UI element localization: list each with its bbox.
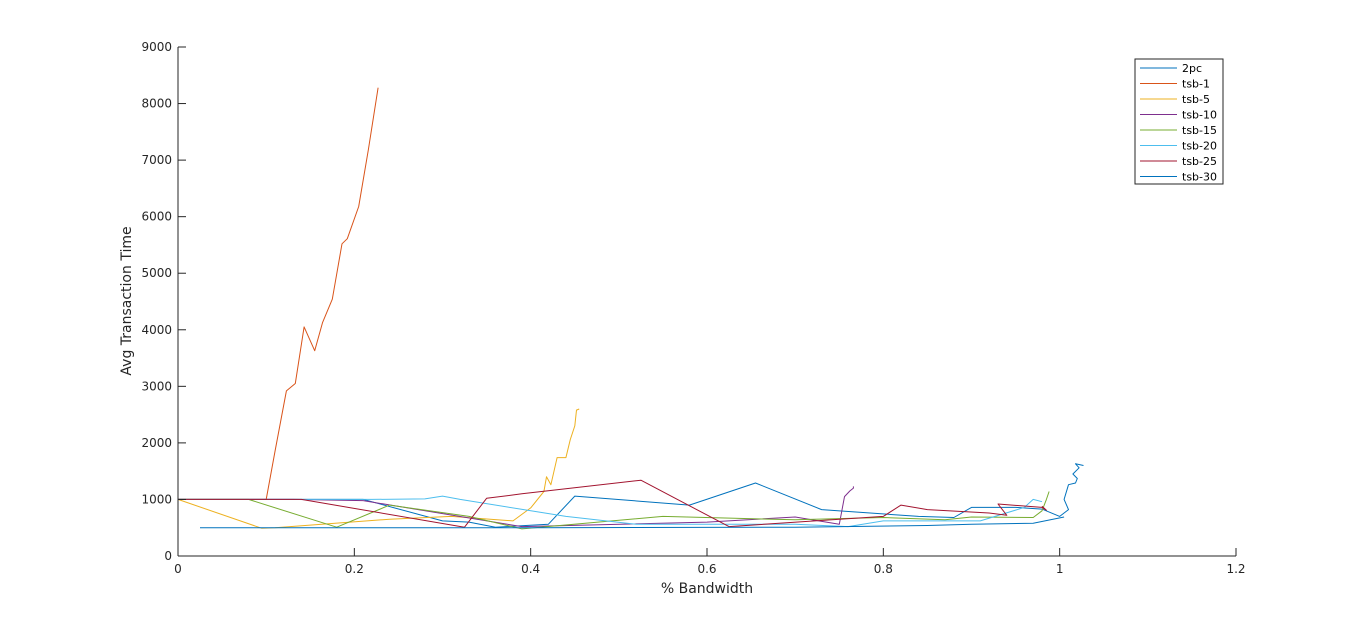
y-tick-label: 6000 xyxy=(141,210,172,224)
x-tick-label: 0.4 xyxy=(521,562,540,576)
series-line-tsb-10 xyxy=(178,486,854,528)
y-tick-label: 2000 xyxy=(141,436,172,450)
series-line-tsb-30 xyxy=(200,516,1065,529)
y-axis-title: Avg Transaction Time xyxy=(119,226,135,375)
y-tick-label: 8000 xyxy=(141,97,172,111)
legend-label-tsb-5: tsb-5 xyxy=(1182,93,1210,106)
x-tick-label: 0.2 xyxy=(345,562,364,576)
y-ticks: 0 1000 2000 3000 4000 5000 6000 7000 8000 9000 xyxy=(141,40,186,563)
legend-label-tsb-20: tsb-20 xyxy=(1182,140,1217,153)
series-line-tsb-1 xyxy=(178,87,379,500)
series-line-tsb-15 xyxy=(178,491,1050,530)
legend-label-2pc: 2pc xyxy=(1182,62,1202,75)
y-tick-label: 3000 xyxy=(141,379,172,393)
x-tick-label: 0.8 xyxy=(874,562,893,576)
legend-label-tsb-1: tsb-1 xyxy=(1182,78,1210,91)
legend-label-tsb-15: tsb-15 xyxy=(1182,124,1217,137)
x-tick-label: 0 xyxy=(174,562,182,576)
y-tick-label: 5000 xyxy=(141,266,172,280)
x-axis-title: % Bandwidth xyxy=(661,581,753,597)
legend-box xyxy=(1134,58,1224,185)
series-line-tsb-25 xyxy=(178,479,1047,528)
x-tick-label: 0.6 xyxy=(697,562,716,576)
x-tick-label: 1.2 xyxy=(1226,562,1245,576)
legend-label-tsb-25: tsb-25 xyxy=(1182,155,1217,168)
x-tick-label: 1 xyxy=(1056,562,1064,576)
legend-label-tsb-30: tsb-30 xyxy=(1182,171,1217,184)
x-ticks: 0 0.2 0.4 0.6 0.8 1 1.2 xyxy=(174,548,1246,576)
legend-label-tsb-10: tsb-10 xyxy=(1182,109,1217,122)
y-tick-label: 0 xyxy=(164,549,172,563)
series-line-tsb-20 xyxy=(178,495,1043,528)
plot-lines xyxy=(177,87,1084,530)
y-tick-label: 1000 xyxy=(141,492,172,506)
y-tick-label: 4000 xyxy=(141,323,172,337)
series-line-tsb-5 xyxy=(177,408,580,529)
legend: 2pc tsb-1 tsb-5 tsb-10 tsb-15 tsb-20 tsb-25 tsb… xyxy=(1134,58,1224,185)
y-tick-label: 9000 xyxy=(141,40,172,54)
y-tick-label: 7000 xyxy=(141,153,172,167)
series-line-2pc xyxy=(178,463,1084,528)
